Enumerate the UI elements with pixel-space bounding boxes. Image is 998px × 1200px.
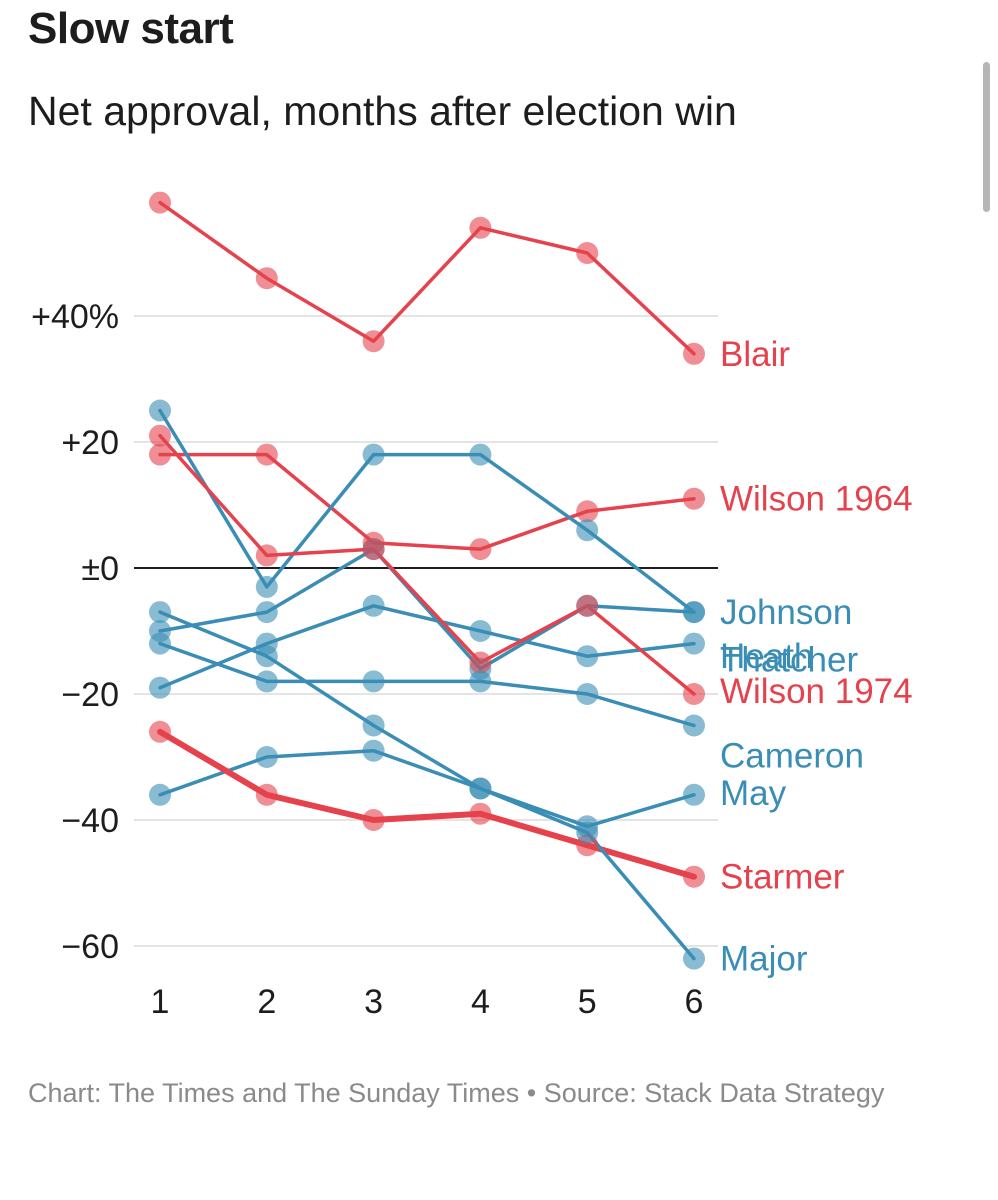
series-line-major (158, 610, 696, 961)
data-point-cameron (149, 632, 171, 655)
data-point-wilson-1964 (469, 538, 492, 561)
data-point-may (683, 783, 705, 806)
x-tick-label: 1 (151, 983, 170, 1021)
y-tick-label: ±0 (81, 550, 119, 588)
data-point-thatcher (149, 676, 171, 699)
data-point-cameron (576, 683, 599, 705)
x-tick-label: 2 (257, 983, 276, 1021)
series-lines (157, 200, 697, 961)
data-point-blair (255, 267, 278, 290)
data-point-starmer (683, 865, 705, 888)
data-point-starmer (255, 783, 278, 806)
data-point-wilson-1974 (683, 683, 705, 705)
data-point-wilson-1964 (149, 443, 171, 466)
series-line-cameron (158, 641, 696, 728)
data-point-blair (469, 216, 492, 239)
x-tick-label: 5 (578, 983, 597, 1021)
data-point-thatcher (576, 645, 599, 668)
data-point-cameron (683, 714, 705, 737)
series-label-thatcher: Thatcher (720, 641, 858, 680)
y-tick-label: +20 (61, 424, 119, 462)
data-point-wilson-1974 (255, 544, 278, 567)
data-point-wilson-1974 (362, 538, 385, 561)
series-line-heath (158, 408, 696, 614)
data-point-wilson-1974 (576, 594, 599, 617)
data-point-may (362, 739, 385, 762)
data-point-heath (469, 443, 492, 466)
data-point-major (576, 821, 599, 844)
data-point-thatcher (362, 594, 385, 617)
footer-credit: Chart: The Times and The Sunday Times (28, 1078, 520, 1108)
data-point-cameron (469, 670, 492, 693)
y-tick-label: −20 (61, 676, 119, 714)
series-label-heath: Heath (720, 637, 813, 676)
data-point-major (255, 645, 278, 668)
y-tick-label: −60 (61, 928, 119, 966)
data-point-johnson (683, 601, 705, 624)
series-line-johnson (158, 547, 696, 671)
series-label-cameron: Cameron (720, 737, 864, 776)
series-line-wilson-1964 (158, 452, 696, 551)
data-point-major (683, 947, 705, 970)
x-tick-label: 6 (685, 983, 704, 1021)
series-label-may: May (720, 774, 787, 813)
y-tick-label: −40 (61, 802, 119, 840)
series-points (149, 191, 705, 970)
x-axis-tick-labels: 1 2 3 4 5 6 (151, 983, 704, 1021)
series-label-wilson-1974: Wilson 1974 (720, 672, 913, 711)
series-label-starmer: Starmer (720, 858, 845, 897)
series-line-blair (158, 200, 696, 356)
chart-subtitle: Net approval, months after election win (28, 88, 737, 134)
data-point-major (362, 714, 385, 737)
y-axis-tick-labels: +40% +20 ±0 −20 −40 −60 (31, 298, 119, 966)
data-point-heath (576, 519, 599, 542)
chart-title: Slow start (28, 4, 234, 53)
data-point-wilson-1964 (576, 500, 599, 523)
data-point-wilson-1974 (469, 651, 492, 674)
series-line-starmer (157, 728, 697, 880)
series-label-major: Major (720, 940, 808, 979)
data-point-blair (149, 191, 171, 214)
data-point-wilson-1964 (683, 487, 705, 510)
data-point-thatcher (683, 632, 705, 655)
data-point-blair (362, 330, 385, 353)
data-point-cameron (255, 670, 278, 693)
data-point-heath (149, 399, 171, 422)
series-line-may (158, 748, 696, 829)
data-point-starmer (362, 809, 385, 831)
series-line-wilson-1974 (158, 433, 696, 696)
data-point-starmer (149, 720, 171, 743)
y-tick-label: +40% (31, 298, 119, 336)
footer-source: Source: Stack Data Strategy (543, 1078, 885, 1108)
chart-footer: Chart: The Times and The Sunday Times • … (28, 1074, 928, 1112)
series-label-blair: Blair (720, 335, 790, 374)
data-point-johnson (255, 601, 278, 624)
x-tick-label: 4 (471, 983, 490, 1021)
data-point-heath (362, 443, 385, 466)
data-point-major (149, 601, 171, 624)
data-point-wilson-1974 (149, 424, 171, 447)
series-labels: Blair Wilson 1964 Heath Johnson ThatcherWils… (720, 335, 913, 979)
series-label-wilson-1964: Wilson 1964 (720, 480, 913, 519)
data-point-thatcher (469, 620, 492, 642)
gridlines (134, 315, 718, 947)
data-point-may (255, 746, 278, 768)
data-point-heath (255, 575, 278, 598)
data-point-blair (683, 342, 705, 365)
x-tick-label: 3 (364, 983, 383, 1021)
data-point-cameron (362, 670, 385, 693)
footer-separator: • (526, 1078, 537, 1108)
data-point-may (149, 783, 171, 806)
data-point-wilson-1964 (255, 443, 278, 466)
scrollbar-thumb[interactable] (983, 62, 990, 212)
data-point-starmer (469, 802, 492, 825)
series-label-johnson: Johnson (720, 593, 852, 632)
data-point-major (469, 777, 492, 800)
data-point-blair (576, 242, 599, 264)
series-line-thatcher (158, 604, 696, 690)
